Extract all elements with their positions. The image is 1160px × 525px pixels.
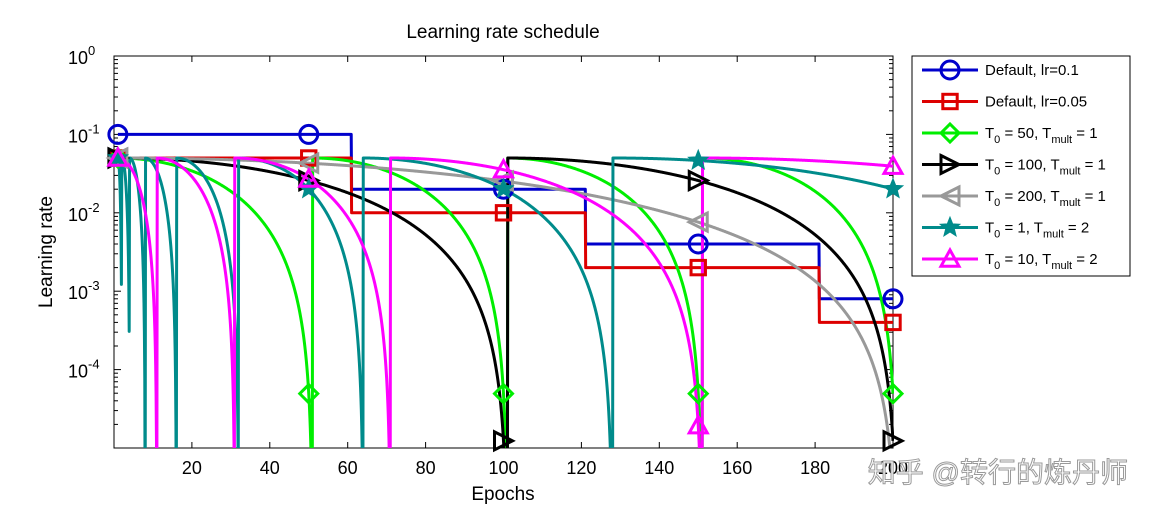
x-tick-label: 40	[260, 458, 280, 478]
legend-entry-label: Default, lr=0.1	[985, 62, 1079, 79]
series-marker	[937, 184, 961, 208]
series-marker	[881, 382, 905, 405]
series-marker	[882, 429, 906, 453]
series-marker	[492, 382, 515, 405]
series-marker	[106, 146, 130, 168]
series-marker	[297, 166, 321, 188]
x-tick-label: 200	[878, 458, 908, 478]
series-marker	[685, 210, 709, 234]
series-marker	[938, 215, 962, 237]
series-marker	[939, 153, 963, 176]
series-line	[116, 156, 894, 448]
x-axis-label: Epochs	[471, 484, 534, 505]
series-marker	[492, 177, 515, 199]
axis-ticks: 20 40 60 80 100 120 140 160 180 200 100 10-1 10-2 10-…	[68, 43, 908, 478]
series-line	[116, 156, 894, 448]
series-marker	[687, 148, 710, 170]
series-marker	[493, 429, 516, 453]
series-marker	[881, 154, 905, 175]
series-marker	[689, 258, 707, 277]
series-marker	[107, 123, 129, 145]
x-tick-label: 100	[488, 458, 518, 478]
series-marker	[298, 123, 320, 145]
series-markers	[105, 123, 906, 453]
series-marker	[938, 246, 962, 268]
y-tick-label: 10-1	[68, 121, 100, 146]
legend-entry-label: T0 = 50, Tmult = 1	[985, 125, 1098, 146]
legend-entry-label: T0 = 100, Tmult = 1	[985, 157, 1106, 178]
watermark: 知乎 @转行的炼丹师	[868, 457, 1128, 488]
series-marker	[881, 177, 905, 199]
series-marker	[939, 59, 961, 81]
legend-entry-label: T0 = 10, Tmult = 2	[985, 251, 1098, 272]
series-marker	[491, 157, 516, 179]
y-tick-label: 10-2	[68, 200, 100, 225]
legend-entry-label: T0 = 1, Tmult = 2	[985, 220, 1089, 241]
y-tick-label: 100	[68, 43, 95, 68]
x-tick-label: 60	[338, 458, 358, 478]
series-marker	[938, 121, 962, 145]
legend: Default, lr=0.1 Default, lr=0.05 T0 = 50, …	[911, 55, 1131, 277]
series-marker	[686, 413, 710, 435]
x-tick-label: 160	[722, 458, 752, 478]
series-marker	[297, 382, 320, 405]
x-tick-label: 140	[644, 458, 674, 478]
series-marker	[300, 149, 318, 167]
series-marker	[884, 313, 902, 332]
x-tick-label: 180	[800, 458, 830, 478]
series-marker	[687, 169, 711, 192]
series-marker	[106, 145, 130, 167]
legend-entry-label: Default, lr=0.05	[985, 94, 1087, 111]
y-tick-label: 10-3	[68, 278, 100, 303]
series-marker	[687, 382, 710, 405]
chart-title: Learning rate schedule	[406, 22, 599, 43]
series-marker	[494, 204, 513, 222]
x-tick-label: 20	[182, 458, 202, 478]
x-tick-label: 80	[416, 458, 436, 478]
y-axis-label: Learning rate	[36, 196, 57, 308]
series-marker	[687, 233, 709, 255]
legend-entry-label: T0 = 200, Tmult = 1	[985, 188, 1106, 209]
series-marker	[882, 288, 904, 310]
series-marker	[941, 92, 959, 111]
x-tick-label: 120	[566, 458, 596, 478]
y-tick-label: 10-4	[68, 357, 100, 382]
